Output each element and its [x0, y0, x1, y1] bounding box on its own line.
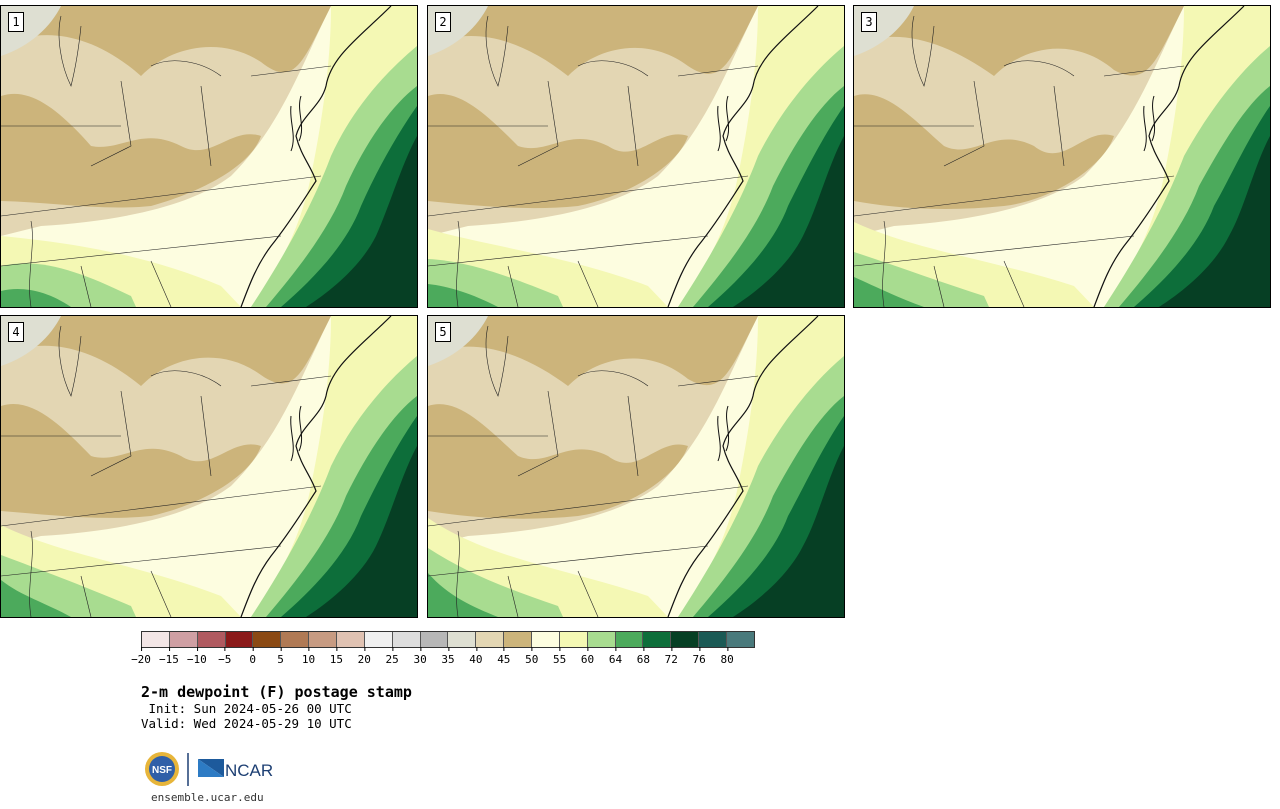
colorbar-tick: 76 — [693, 647, 706, 666]
panel-number: 4 — [8, 322, 24, 342]
panel-number: 2 — [435, 12, 451, 32]
footer-url[interactable]: ensemble.ucar.edu — [151, 791, 264, 804]
colorbar-swatch — [309, 632, 338, 647]
colorbar-tick: 68 — [637, 647, 650, 666]
colorbar-swatch — [727, 632, 754, 647]
colorbar-tick: −10 — [187, 647, 207, 666]
colorbar-swatch — [142, 632, 170, 647]
colorbar-swatch — [420, 632, 449, 647]
colorbar-swatch — [169, 632, 198, 647]
colorbar-tick: 64 — [609, 647, 622, 666]
colorbar-tick: 72 — [665, 647, 678, 666]
colorbar-swatch — [643, 632, 672, 647]
colorbar-tick: 0 — [249, 647, 256, 666]
colorbar-swatch — [476, 632, 505, 647]
dewpoint-map — [428, 6, 844, 307]
ncar-logo: NCAR — [198, 759, 273, 780]
colorbar-tick: −5 — [218, 647, 231, 666]
colorbar-swatch — [615, 632, 644, 647]
ensemble-member-panel-2: 2 — [427, 5, 845, 308]
valid-time: Valid: Wed 2024-05-29 10 UTC — [141, 716, 352, 731]
nsf-logo: NSF — [145, 752, 179, 786]
logos: NSF NCAR — [144, 750, 284, 790]
panel-number: 1 — [8, 12, 24, 32]
colorbar-tick: 5 — [277, 647, 284, 666]
colorbar-tick: 50 — [525, 647, 538, 666]
colorbar-tick: 35 — [441, 647, 455, 666]
ensemble-member-panel-1: 1 — [0, 5, 418, 308]
ensemble-member-panel-3: 3 — [853, 5, 1271, 308]
ensemble-member-panel-5: 5 — [427, 315, 845, 618]
colorbar-swatch — [225, 632, 254, 647]
panel-number: 5 — [435, 322, 451, 342]
colorbar-swatch — [699, 632, 728, 647]
plot-title: 2-m dewpoint (F) postage stamp — [141, 683, 412, 701]
colorbar-swatch — [197, 632, 226, 647]
colorbar-swatch — [504, 632, 533, 647]
colorbar-ticks: −20 −15 −10 −5 0 5 10 15 20 25 30 35 40 45 50 55 60 64 68 7… — [131, 647, 755, 667]
colorbar-tick: 40 — [469, 647, 483, 666]
dewpoint-map — [1, 6, 417, 307]
colorbar-tick: −20 — [131, 647, 151, 666]
colorbar-swatch — [532, 632, 560, 647]
colorbar-tick: 80 — [720, 647, 734, 666]
panel-number: 3 — [861, 12, 877, 32]
colorbar-swatch — [364, 632, 393, 647]
colorbar-tick: 10 — [302, 647, 315, 666]
colorbar — [141, 631, 755, 648]
dewpoint-map — [854, 6, 1270, 307]
colorbar-tick: 45 — [497, 647, 510, 666]
colorbar-tick: 20 — [358, 647, 371, 666]
colorbar-tick: 15 — [330, 647, 343, 666]
ncar-text: NCAR — [225, 761, 273, 780]
colorbar-tick: 55 — [553, 647, 566, 666]
colorbar-swatch — [281, 632, 310, 647]
colorbar-swatch — [559, 632, 588, 647]
dewpoint-map — [428, 316, 844, 617]
init-time: Init: Sun 2024-05-26 00 UTC — [141, 701, 352, 716]
colorbar-swatch — [587, 632, 616, 647]
colorbar-tick: −15 — [159, 647, 179, 666]
colorbar-swatch — [671, 632, 700, 647]
nsf-text: NSF — [152, 765, 172, 776]
colorbar-tick: 25 — [386, 647, 399, 666]
colorbar-tick: 30 — [413, 647, 427, 666]
colorbar-swatch — [253, 632, 282, 647]
colorbar-swatch — [337, 632, 365, 647]
dewpoint-map — [1, 316, 417, 617]
colorbar-swatch — [392, 632, 421, 647]
colorbar-tick: 60 — [581, 647, 594, 666]
ensemble-member-panel-4: 4 — [0, 315, 418, 618]
colorbar-swatch — [448, 632, 477, 647]
